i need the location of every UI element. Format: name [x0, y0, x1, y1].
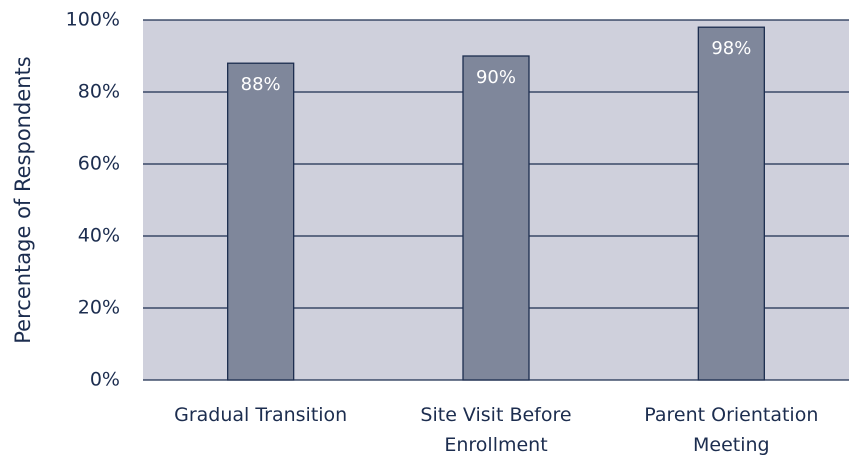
value-label: 88% [241, 74, 281, 95]
bar [462, 55, 530, 381]
value-label: 90% [476, 67, 516, 88]
y-tick-label: 80% [78, 81, 120, 103]
y-tick-label: 0% [90, 369, 120, 391]
y-axis-label: Percentage of Respondents [11, 56, 35, 343]
y-tick-label: 60% [78, 153, 120, 175]
x-tick-label: Parent Orientation Meeting [644, 404, 819, 456]
y-tick-label: 100% [66, 9, 120, 31]
bar [227, 62, 295, 381]
bar [697, 26, 765, 381]
value-label: 98% [711, 38, 751, 59]
x-tick-label: Gradual Transition [174, 404, 348, 426]
y-tick-label: 40% [78, 225, 120, 247]
x-tick-label: Site Visit Before Enrollment [420, 404, 572, 456]
y-tick-label: 20% [78, 297, 120, 319]
